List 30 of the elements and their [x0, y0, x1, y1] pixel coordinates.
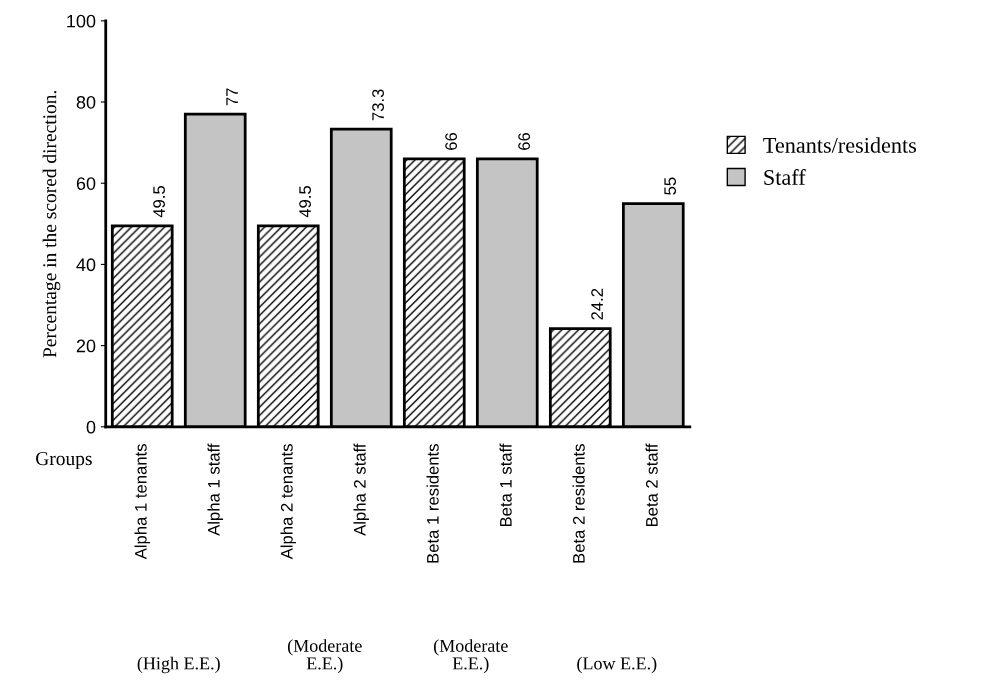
data-label: 66 — [445, 132, 457, 150]
x-tick-label: Alpha 1 staff — [207, 443, 224, 536]
data-label: 77 — [226, 88, 238, 106]
data-label: 49.5 — [153, 185, 165, 218]
legend-label: Tenants/residents — [763, 137, 917, 153]
text: (High E.E.) — [137, 656, 220, 674]
y-axis-title: Percentage in the scored direction. — [42, 90, 61, 358]
data-label: 49.5 — [299, 185, 311, 218]
y-tick-label: 0 — [86, 420, 96, 434]
data-label: 55 — [664, 177, 677, 195]
text: (Moderate E.E.) — [433, 639, 508, 674]
x-tick-label: Beta 2 staff — [645, 443, 658, 527]
x-tick-label: Alpha 1 tenants — [134, 444, 151, 560]
x-axis-title: Groups — [36, 452, 92, 470]
y-tick-label: 40 — [76, 258, 96, 272]
data-label: 66 — [518, 132, 530, 150]
x-tick-label: Beta 2 residents — [572, 444, 585, 563]
data-label: 24.2 — [591, 288, 603, 320]
y-tick-label: 60 — [76, 177, 96, 190]
x-tick-label: Alpha 2 tenants — [280, 444, 297, 560]
text: (Low E.E.) — [577, 656, 657, 674]
text: (Moderate E.E.) — [287, 639, 362, 674]
x-tick-label: Alpha 2 staff — [353, 443, 370, 536]
y-tick-label: 80 — [76, 95, 96, 109]
y-tick-label: 20 — [76, 339, 96, 353]
y-tick-label: 100 — [67, 14, 96, 28]
data-label: 73.3 — [372, 89, 384, 121]
x-tick-label: Beta 1 staff — [499, 443, 512, 527]
x-tick-label: Beta 1 residents — [426, 444, 439, 563]
legend-label: Staff — [764, 169, 806, 185]
